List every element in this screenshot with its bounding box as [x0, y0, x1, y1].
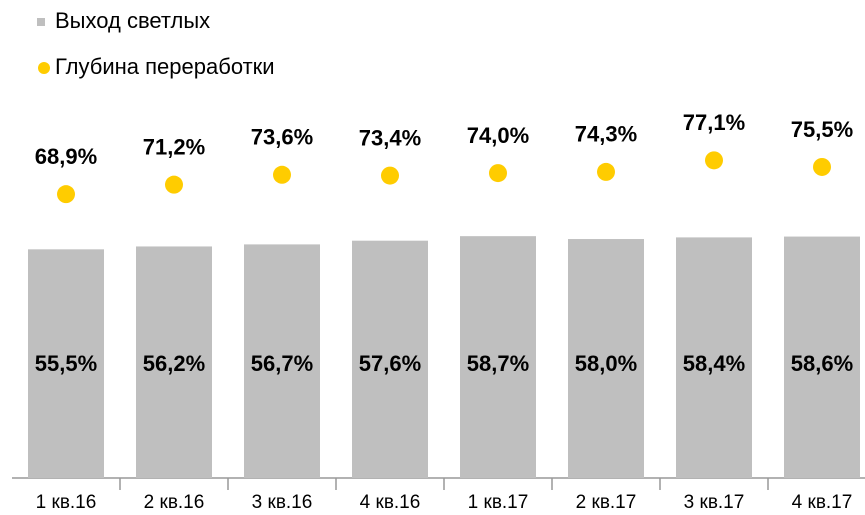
- data-label: 68,9%: [35, 144, 97, 169]
- x-tick-label: 2 кв.17: [576, 492, 637, 513]
- bar: [28, 249, 104, 478]
- data-label: 58,7%: [467, 351, 529, 376]
- x-tick-label: 4 кв.16: [360, 492, 421, 513]
- legend-swatch: [37, 18, 45, 26]
- dot: [813, 157, 831, 176]
- x-tick-label: 3 кв.16: [252, 492, 313, 513]
- data-label: 74,3%: [575, 122, 637, 147]
- data-label: 71,2%: [143, 134, 205, 159]
- dot: [57, 185, 75, 204]
- dot: [381, 166, 399, 185]
- x-tick-label: 2 кв.16: [144, 492, 205, 513]
- legend-swatch: [38, 62, 50, 74]
- x-tick-label: 4 кв.17: [792, 492, 853, 513]
- dot: [705, 151, 723, 170]
- data-label: 73,4%: [359, 125, 421, 150]
- data-label: 77,1%: [683, 110, 745, 135]
- data-label: 58,0%: [575, 351, 637, 376]
- data-label: 56,7%: [251, 351, 313, 376]
- dot: [165, 175, 183, 194]
- data-label: 74,0%: [467, 123, 529, 148]
- x-tick-label: 1 кв.16: [36, 492, 97, 513]
- bar: [676, 237, 752, 478]
- dot: [489, 164, 507, 183]
- dot: [597, 162, 615, 181]
- bar: [784, 236, 860, 478]
- x-tick-label: 3 кв.17: [684, 492, 745, 513]
- bar: [568, 239, 644, 478]
- bar: [460, 236, 536, 478]
- data-label: 58,4%: [683, 351, 745, 376]
- dot: [273, 165, 291, 184]
- x-tick-label: 1 кв.17: [468, 492, 529, 513]
- data-label: 57,6%: [359, 351, 421, 376]
- legend-label: Выход светлых: [55, 8, 210, 33]
- bar: [352, 240, 428, 478]
- data-label: 56,2%: [143, 351, 205, 376]
- data-label: 55,5%: [35, 351, 97, 376]
- data-label: 73,6%: [251, 125, 313, 150]
- data-label: 75,5%: [791, 117, 853, 142]
- data-label: 58,6%: [791, 351, 853, 376]
- bar: [244, 244, 320, 478]
- legend-label: Глубина переработки: [55, 54, 275, 79]
- bar: [136, 246, 212, 478]
